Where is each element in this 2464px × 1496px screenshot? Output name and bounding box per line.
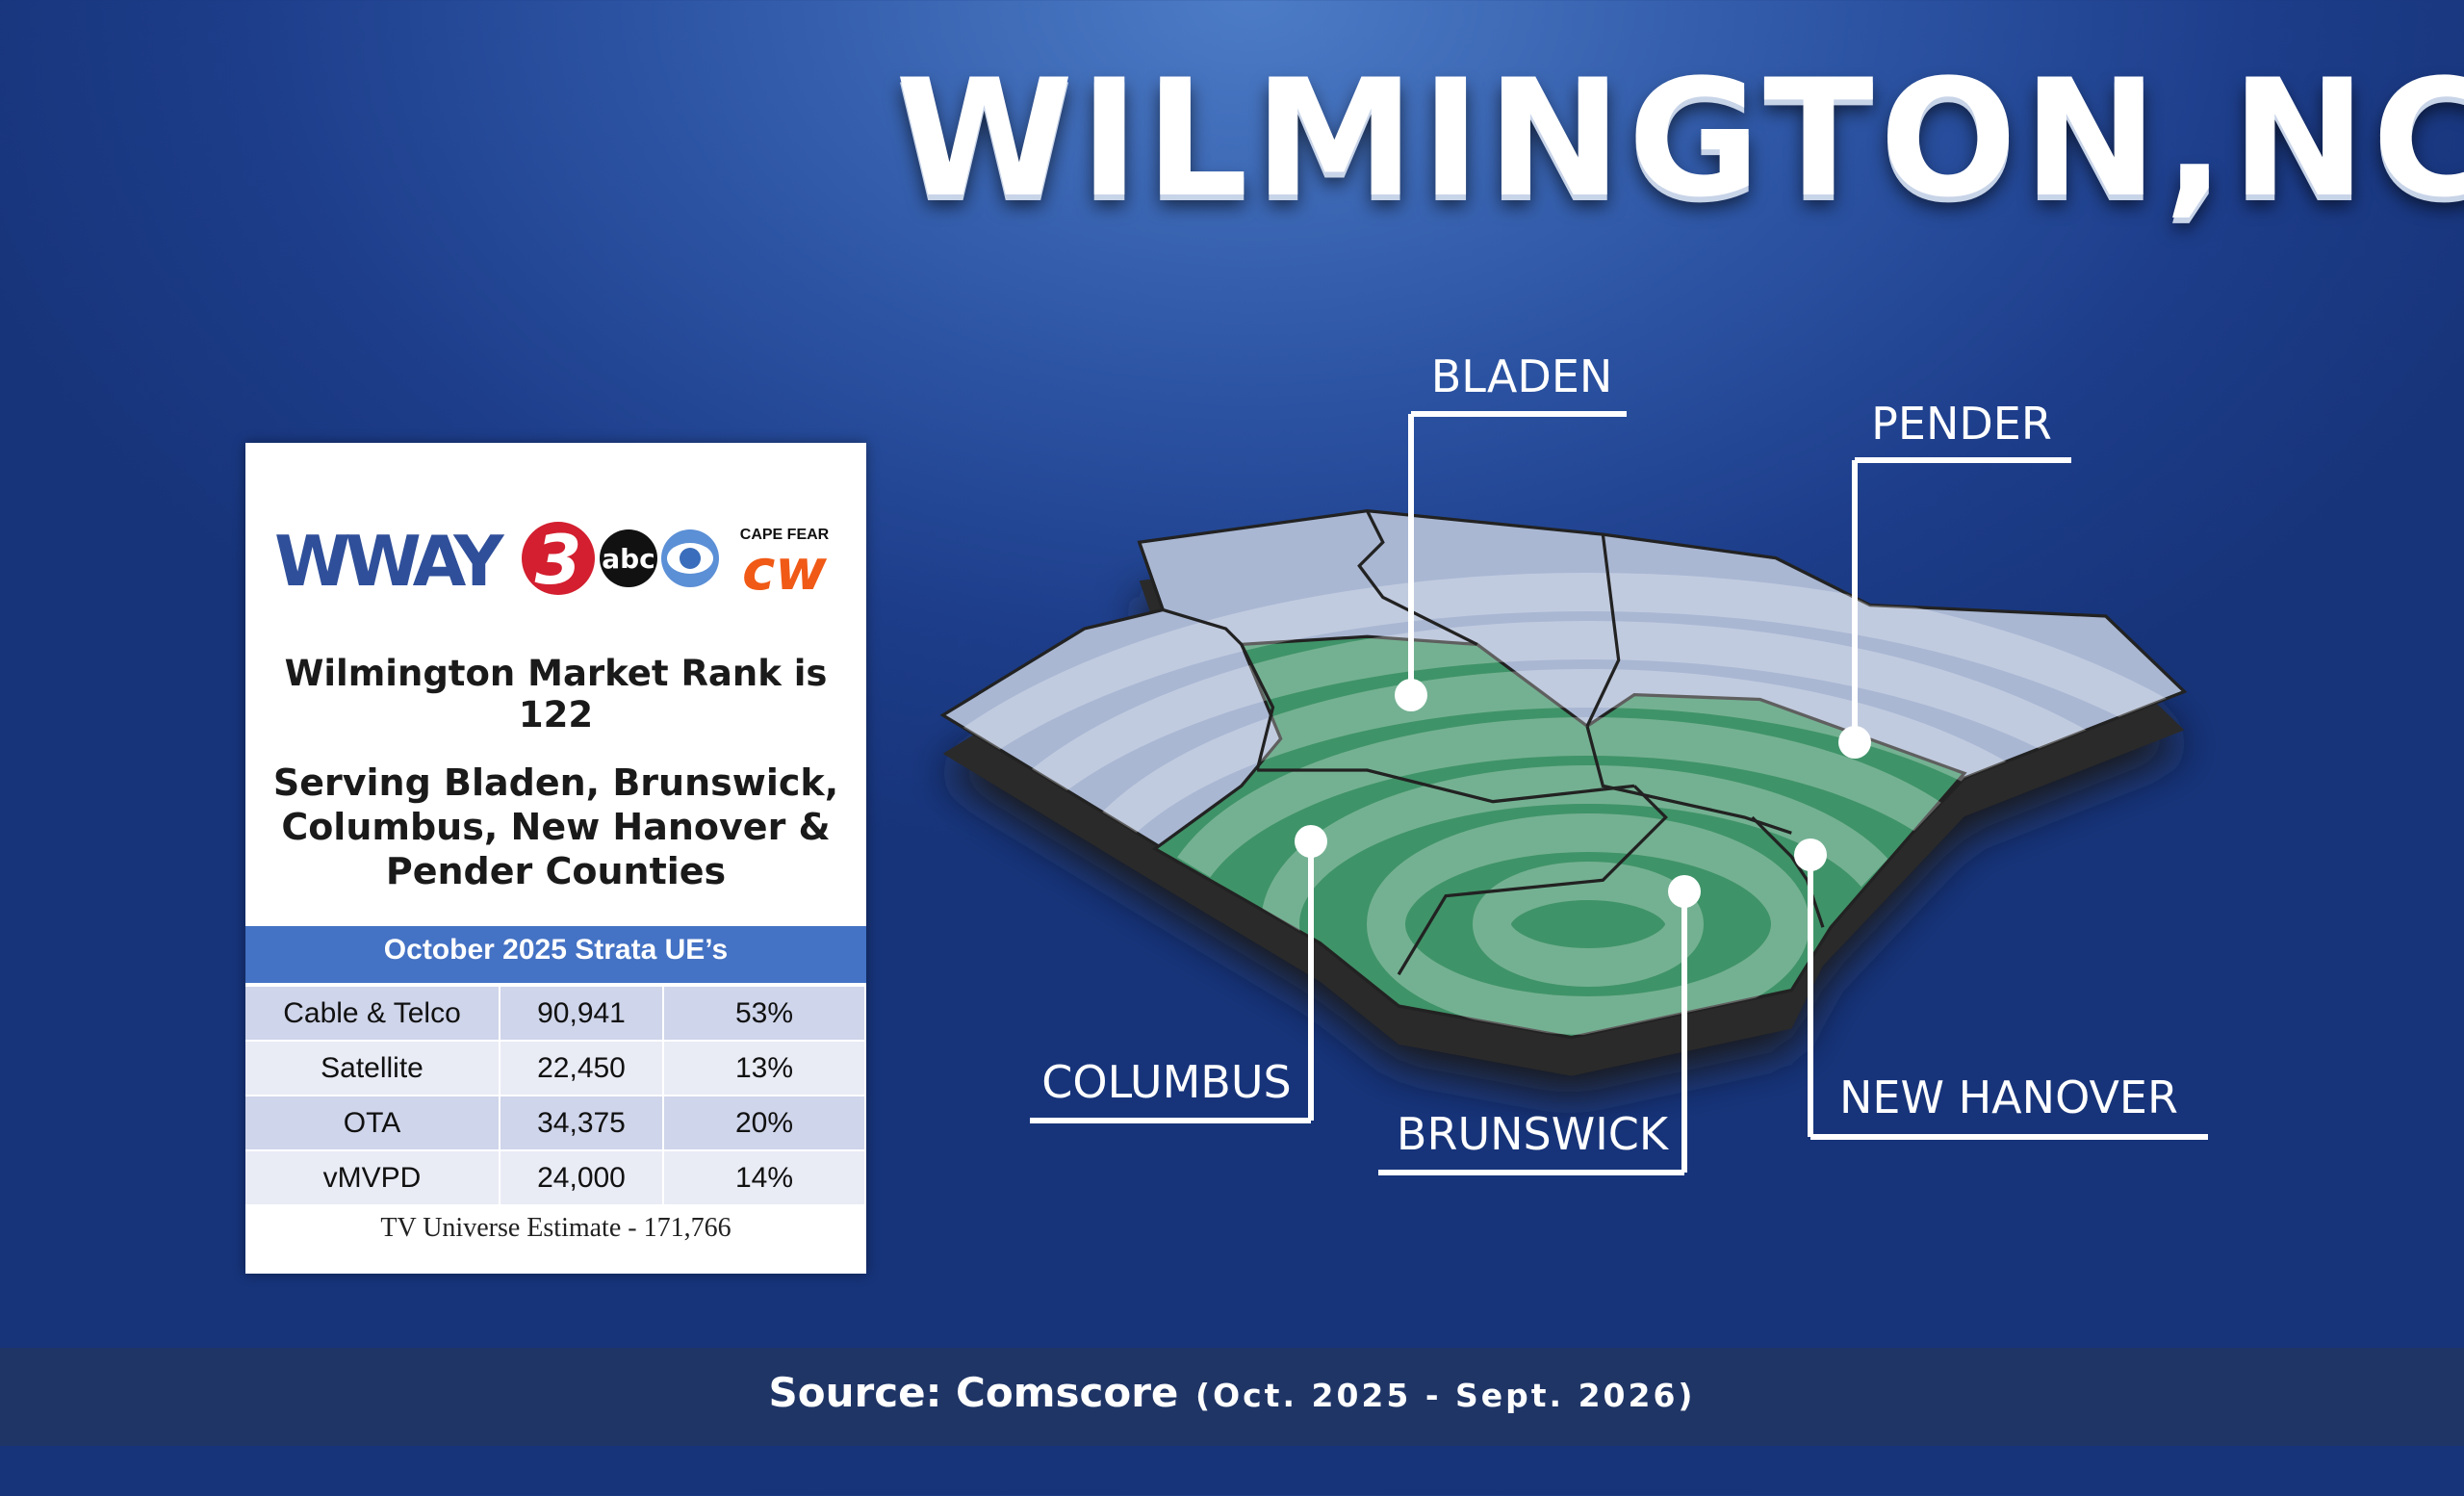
table-cell: 90,941 [500,987,664,1042]
abc-badge [600,529,657,587]
table-cell: 24,000 [500,1150,664,1206]
cw-top: CAPE FEAR [740,527,830,543]
table-cell: OTA [245,1096,500,1151]
market-rank: Wilmington Market Rank is 122 [284,653,828,735]
channel-number: 3 [535,521,582,599]
table-cell: Cable & Telco [245,987,500,1042]
universe-estimate: TV Universe Estimate - 171,766 [380,1213,732,1243]
station-logo: WWAY [274,521,504,599]
title: WILMINGTON,NC [895,44,2464,233]
cw-logo: cw [742,537,827,599]
leader-line [1408,411,1627,695]
logos: WWAY 3 abc CAPE FEAR cw [274,521,830,599]
county-label: PENDER [1871,398,2052,450]
table-row: vMVPD 24,000 14% [245,1150,866,1206]
table-cell: 13% [663,1041,866,1096]
county-marker [1295,825,1327,858]
network-logo: abc [602,543,655,575]
table-row: OTA 34,375 20% [245,1096,866,1151]
county-marker [1794,838,1827,871]
county-label: BRUNSWICK [1397,1108,1670,1160]
table-cell: 22,450 [500,1041,664,1096]
serving-line: Columbus, New Hanover & [281,806,831,848]
county-marker [1395,679,1427,711]
info-card: WWAY 3 abc CAPE FEAR cw Wilmington Marke… [245,443,866,1274]
serving: Serving Bladen, Brunswick, Columbus, New… [245,761,866,893]
table-cell: 20% [663,1096,866,1151]
table-cell: 53% [663,987,866,1042]
table-row: Cable & Telco 90,941 53% [245,987,866,1042]
county-label: BLADEN [1431,350,1613,402]
table-cell: 34,375 [500,1096,664,1151]
table-title: October 2025 Strata UE’s [245,926,866,983]
source-label: Source: Comscore [768,1369,1179,1416]
county-marker [1838,726,1871,759]
table-cell: vMVPD [245,1150,500,1206]
county-marker [1668,875,1701,908]
table-cell: Satellite [245,1041,500,1096]
map: BLADEN PENDER COLUMBUS BRUNSWICK NEW HANOVER [939,350,2208,1175]
table-row: Satellite 22,450 13% [245,1041,866,1096]
county-label: COLUMBUS [1041,1056,1291,1108]
source: Source: Comscore (Oct. 2025 - Sept. 2026… [0,1369,2464,1416]
leader-line [1030,841,1314,1123]
source-period: (Oct. 2025 - Sept. 2026) [1194,1377,1696,1414]
serving-line: Pender Counties [385,850,727,892]
county-label: NEW HANOVER [1839,1071,2178,1123]
leader-line [1378,891,1687,1175]
source-bar [0,1348,2464,1446]
channel-badge [522,522,595,595]
serving-line: Serving Bladen, Brunswick, [272,761,839,804]
leader-line [1808,855,2208,1140]
table-cell: 14% [663,1150,866,1206]
leader-line [1852,457,2071,742]
cbs-pupil [680,548,701,569]
table: Cable & Telco 90,941 53% Satellite 22,450 13%… [245,987,866,1206]
